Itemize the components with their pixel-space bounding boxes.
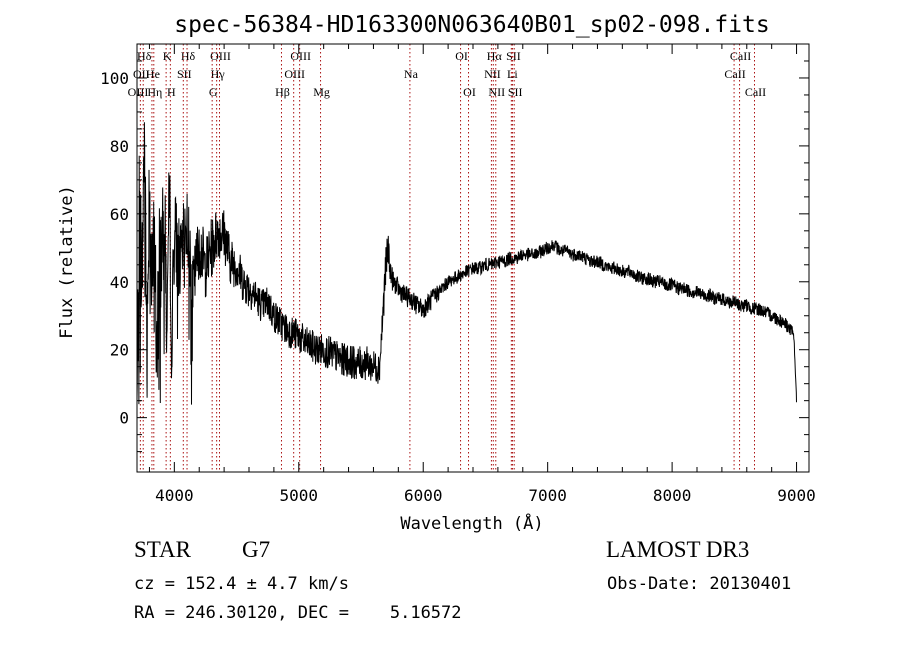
line-marker-label: Li: [507, 67, 518, 81]
spectral-subclass: G7: [242, 537, 271, 562]
y-tick-label: 20: [110, 341, 129, 360]
line-marker-label: G: [209, 85, 218, 99]
line-marker-label: CaII: [724, 67, 745, 81]
plot-frame: [136, 43, 810, 473]
line-marker-label: OIII: [128, 85, 149, 99]
sky-coordinates: RA = 246.30120, DEC = 5.16572: [134, 603, 462, 623]
line-marker-label: OIII: [284, 67, 305, 81]
spectrum-line: [136, 122, 797, 405]
line-marker-label: OIII: [210, 49, 231, 63]
spectrum-series: [136, 122, 797, 405]
line-marker-label: Hη: [147, 85, 162, 99]
line-marker-label: OI: [455, 49, 468, 63]
y-tick-label: 80: [110, 137, 129, 156]
y-tick-label: 40: [110, 273, 129, 292]
line-marker-label: NII: [484, 67, 501, 81]
observation-date: Obs-Date: 20130401: [607, 574, 792, 594]
line-marker-label: H: [167, 85, 176, 99]
plot-axes: 4000 5000 6000 7000 8000 9000 0 20 40 60 80 100: [100, 43, 816, 505]
line-marker-label: OI: [463, 85, 476, 99]
line-marker-label: He: [146, 67, 160, 81]
line-marker-label: K: [163, 49, 172, 63]
x-axis-label: Wavelength (Å): [400, 512, 543, 534]
y-tick-label: 100: [100, 69, 129, 88]
survey-name: LAMOST DR3: [606, 537, 750, 562]
y-axis-label: Flux (relative): [57, 185, 77, 339]
y-tick-label: 0: [119, 409, 129, 428]
object-type: STAR: [134, 537, 191, 562]
x-tick-label: 9000: [777, 486, 816, 505]
line-marker-label: CaII: [745, 85, 766, 99]
x-tick-label: 8000: [653, 486, 692, 505]
x-tick-label: 6000: [404, 486, 443, 505]
line-marker-label: Hα: [487, 49, 503, 63]
line-marker-label: SII: [177, 67, 192, 81]
x-tick-label: 5000: [280, 486, 319, 505]
line-marker-label: CaII: [730, 49, 751, 63]
line-marker-label: Hδ: [181, 49, 196, 63]
line-marker-label: SII: [508, 85, 523, 99]
redshift-velocity: cz = 152.4 ± 4.7 km/s: [134, 574, 349, 594]
x-tick-label: 4000: [155, 486, 194, 505]
line-marker-label: Hγ: [211, 67, 226, 81]
line-marker-label: Mg: [313, 85, 330, 99]
y-tick-label: 60: [110, 205, 129, 224]
line-marker-label: Hβ: [275, 85, 290, 99]
line-marker-label: OIII: [290, 49, 311, 63]
line-marker-label: Na: [404, 67, 419, 81]
line-marker-label: SII: [506, 49, 521, 63]
line-marker-label: NII: [488, 85, 505, 99]
x-tick-label: 7000: [528, 486, 567, 505]
chart-title: spec-56384-HD163300N063640B01_sp02-098.f…: [174, 12, 769, 38]
